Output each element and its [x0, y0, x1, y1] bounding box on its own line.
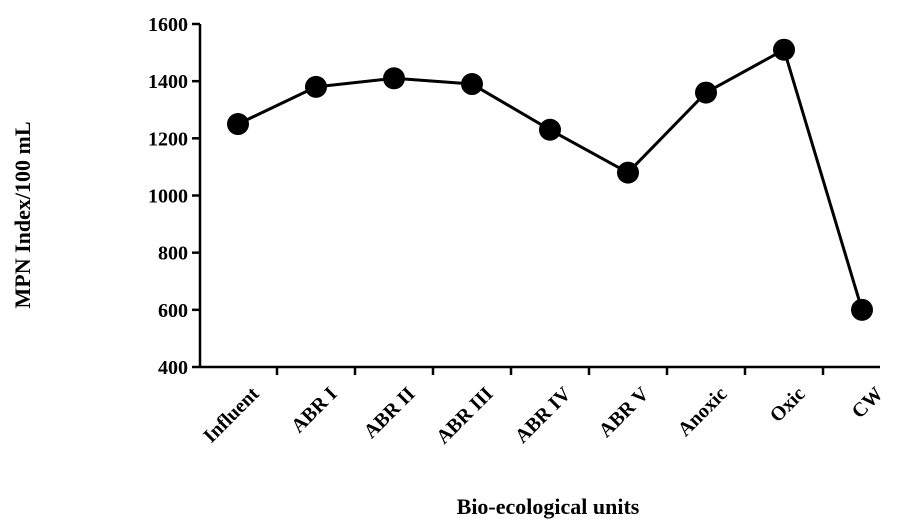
x-tick-label: Oxic	[766, 383, 810, 427]
data-point	[695, 81, 717, 104]
y-tick-label: 1200	[148, 128, 188, 150]
x-tick-label: ABR IV	[511, 383, 576, 448]
series-line	[237, 48, 864, 311]
x-tick-label: Influent	[199, 383, 264, 448]
data-point	[383, 67, 405, 90]
data-point	[305, 75, 327, 98]
y-axis-title: MPN Index/100 mL	[10, 122, 35, 309]
data-point	[461, 73, 483, 96]
y-axis: 400 600 800 1000 1200 1400 1600	[148, 14, 202, 379]
x-tick-label: Anoxic	[674, 383, 732, 441]
x-axis-title: Bio-ecological units	[457, 494, 640, 519]
data-point	[539, 118, 561, 141]
x-tick-label: ABR II	[360, 383, 420, 443]
x-tick-label: ABR V	[595, 383, 654, 442]
x-axis: Influent ABR I ABR II ABR III ABR IV ABR V Ano…	[199, 365, 888, 449]
data-point	[851, 298, 873, 321]
y-tick-label: 600	[158, 300, 188, 322]
y-tick-label: 1400	[148, 71, 188, 93]
x-tick-label: ABR I	[287, 383, 342, 438]
y-tick-label: 1000	[148, 186, 188, 208]
x-tick-label: ABR III	[432, 383, 498, 449]
x-tick-label: CW	[848, 383, 888, 423]
data-point	[617, 161, 639, 184]
y-tick-label: 800	[158, 243, 188, 265]
data-point	[227, 113, 249, 136]
series-layer	[227, 38, 873, 321]
y-tick-label: 400	[158, 357, 188, 379]
y-tick-label: 1600	[148, 14, 188, 36]
data-point	[773, 38, 795, 61]
